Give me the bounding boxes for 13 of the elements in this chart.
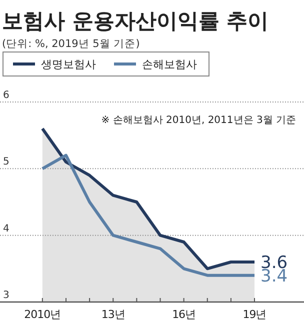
legend-label: 손해보험사 <box>142 58 197 71</box>
x-tick-label: 13년 <box>101 308 125 321</box>
y-tick-label: 4 <box>3 223 10 234</box>
x-tick-label: 16년 <box>172 308 196 321</box>
y-tick-label: 6 <box>3 90 10 101</box>
x-tick-label: 2010년 <box>24 308 61 321</box>
chart-title: 보험사 운용자산이익률 추이 <box>2 9 269 33</box>
annotation: ※ 손해보험사 2010년, 2011년은 3월 기준 <box>101 115 296 126</box>
y-tick-label: 3 <box>3 290 10 301</box>
chart-subtitle: (단위: %, 2019년 5월 기준) <box>2 38 140 50</box>
legend-label: 생명보험사 <box>41 58 96 71</box>
x-tick-label: 19년 <box>242 308 266 321</box>
y-tick-label: 5 <box>3 156 10 168</box>
